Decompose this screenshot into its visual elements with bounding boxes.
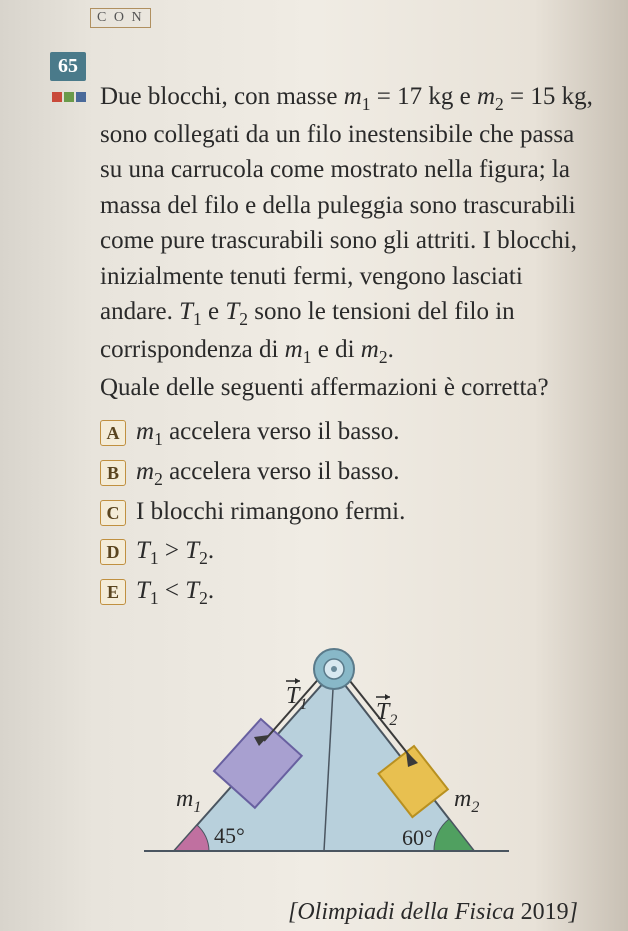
citation-year: 2019	[521, 899, 569, 925]
text: = 15 kg,	[504, 83, 593, 110]
label-angle-45: 45°	[214, 823, 245, 848]
square-red	[52, 92, 62, 102]
problem-header: 65	[50, 48, 598, 81]
var: T	[185, 537, 199, 564]
var-t1: T	[179, 298, 193, 325]
option-e: E T1 < T2.	[100, 573, 598, 611]
label-angle-60: 60°	[402, 825, 433, 850]
sub: 2	[239, 309, 248, 329]
bracket: ]	[569, 899, 578, 925]
var: T	[185, 577, 199, 604]
sub: 1	[154, 429, 163, 449]
question: Quale delle seguenti affermazioni è corr…	[100, 374, 549, 401]
label-m2: m2	[454, 786, 479, 816]
text: Due blocchi, con masse	[100, 83, 344, 110]
text: andare.	[100, 298, 179, 325]
label-m1: m1	[176, 786, 201, 816]
sub: 1	[150, 548, 159, 568]
square-green	[64, 92, 74, 102]
physics-diagram: T1 T2 m1 m2 45° 60°	[50, 631, 598, 881]
option-a: A m1 accelera verso il basso.	[100, 414, 598, 452]
pulley-center	[331, 666, 337, 672]
sub: 2	[379, 347, 388, 367]
var-m2: m	[477, 83, 495, 110]
sub: 2	[199, 548, 208, 568]
option-c: C I blocchi rimangono fermi.	[100, 494, 598, 530]
option-text: T1 > T2.	[136, 533, 214, 571]
text: massa del filo e della puleggia sono tra…	[100, 192, 576, 219]
option-d: D T1 > T2.	[100, 533, 598, 571]
difficulty-squares	[52, 92, 86, 102]
var: m	[136, 418, 154, 445]
sub: 2	[199, 588, 208, 608]
label-t2: T2	[376, 699, 397, 729]
option-b: B m2 accelera verso il basso.	[100, 454, 598, 492]
option-text: T1 < T2.	[136, 573, 214, 611]
diagram-svg: T1 T2 m1 m2 45° 60°	[114, 631, 534, 881]
option-letter: D	[100, 539, 126, 565]
text: sono le tensioni del filo in	[248, 298, 515, 325]
sub: 2	[495, 94, 504, 114]
var: T	[136, 577, 150, 604]
text: e di	[311, 336, 360, 363]
var-m2b: m	[361, 336, 379, 363]
var-m1b: m	[285, 336, 303, 363]
options-list: A m1 accelera verso il basso. B m2 accel…	[50, 414, 598, 612]
option-text: m2 accelera verso il basso.	[136, 454, 400, 492]
text: inizialmente tenuti fermi, vengono lasci…	[100, 263, 523, 290]
var: m	[136, 458, 154, 485]
text: su una carrucola come mostrato nella fig…	[100, 156, 570, 183]
var-t2: T	[225, 298, 239, 325]
text: come pure trascurabili sono gli attriti.…	[100, 227, 577, 254]
sub: 1	[362, 94, 371, 114]
square-blue	[76, 92, 86, 102]
sub: 1	[150, 588, 159, 608]
text: corrispondenza di	[100, 336, 285, 363]
var-m1: m	[344, 83, 362, 110]
option-letter: C	[100, 500, 126, 526]
option-letter: A	[100, 420, 126, 446]
op: >	[159, 537, 186, 564]
option-letter: B	[100, 460, 126, 486]
bracket: [	[288, 899, 297, 925]
sub: 1	[193, 309, 202, 329]
label-t1: T1	[286, 683, 307, 713]
option-text: I blocchi rimangono fermi.	[136, 494, 405, 530]
option-letter: E	[100, 579, 126, 605]
citation-text: Olimpiadi della Fisica	[297, 899, 520, 925]
option-text: m1 accelera verso il basso.	[136, 414, 400, 452]
citation: [Olimpiadi della Fisica 2019]	[50, 899, 598, 926]
problem-number-badge: 65	[50, 52, 86, 81]
text: .	[208, 577, 214, 604]
text: .	[208, 537, 214, 564]
problem-text: Due blocchi, con masse m1 = 17 kg e m2 =…	[50, 79, 598, 406]
text: accelera verso il basso.	[163, 458, 400, 485]
op: <	[159, 577, 186, 604]
text: = 17 kg e	[371, 83, 477, 110]
sub: 2	[154, 469, 163, 489]
top-fragment: C O N	[90, 8, 151, 28]
text: accelera verso il basso.	[163, 418, 400, 445]
text: .	[388, 336, 394, 363]
text: sono collegati da un filo inestensibile …	[100, 121, 574, 148]
var: T	[136, 537, 150, 564]
text: e	[202, 298, 226, 325]
